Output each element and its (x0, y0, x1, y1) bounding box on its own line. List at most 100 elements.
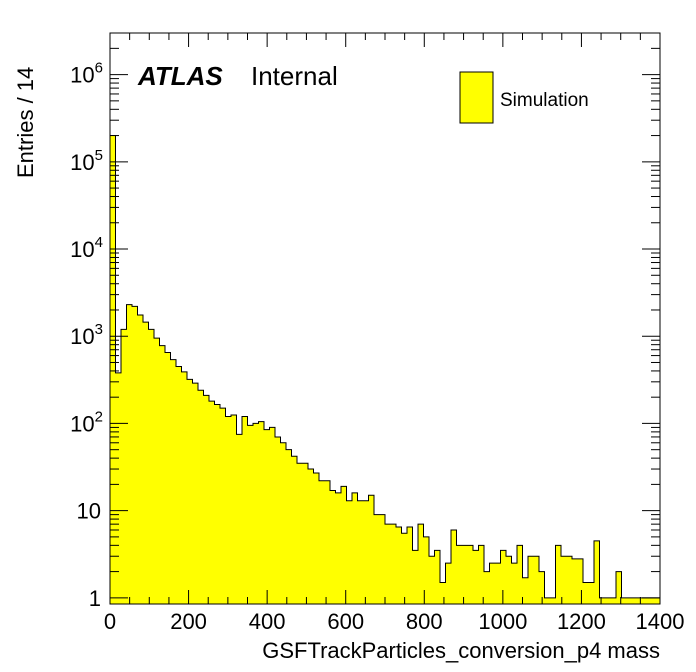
histogram-bar (385, 524, 391, 604)
histogram-bar (269, 427, 275, 604)
histogram-bar (302, 463, 308, 604)
x-tick-label: 0 (104, 609, 116, 634)
histogram-bar (148, 329, 154, 604)
histogram-bar (308, 469, 314, 604)
histogram-bar (247, 425, 253, 604)
x-tick-label: 1000 (478, 609, 527, 634)
histogram-bar (313, 473, 319, 604)
histogram-bar (445, 563, 451, 604)
histogram-bar (429, 556, 435, 604)
histogram-bar (319, 480, 325, 604)
histogram-bar (555, 545, 561, 604)
histogram-bars (110, 135, 660, 604)
x-tick-label: 1400 (636, 609, 685, 634)
histogram-bar (605, 597, 611, 604)
histogram-bar (506, 556, 512, 604)
histogram-outline (109, 135, 660, 604)
y-tick-label: 105 (70, 147, 103, 175)
histogram-bar (434, 550, 440, 604)
histogram-bar (258, 421, 264, 604)
histogram-bar (566, 556, 572, 604)
x-axis: 0 200 400 600 800 1000 1200 1400 (104, 33, 685, 634)
histogram-bar (154, 338, 160, 604)
histogram-bar (280, 442, 286, 604)
histogram-bar (143, 322, 149, 604)
histogram-bar (297, 463, 303, 604)
histogram-bar (528, 556, 534, 604)
histogram-bar (264, 429, 270, 604)
x-tick-label: 1200 (557, 609, 606, 634)
x-tick-label: 800 (406, 609, 443, 634)
histogram-bar (176, 366, 182, 604)
histogram-bar (401, 533, 407, 604)
legend-swatch (459, 71, 494, 124)
histogram-bar (440, 582, 446, 604)
histogram-bar (451, 529, 457, 604)
histogram-bar (599, 597, 605, 604)
histogram-bar (423, 536, 429, 604)
histogram-bar (203, 395, 209, 604)
histogram-bar (110, 135, 116, 604)
histogram-bar (550, 597, 556, 604)
legend: Simulation (459, 71, 589, 124)
histogram-bar (522, 577, 528, 604)
histogram-bar (616, 571, 622, 604)
histogram-bar (517, 545, 523, 604)
histogram-bar (627, 597, 633, 604)
histogram-bar (610, 597, 616, 604)
internal-label: Internal (251, 61, 338, 91)
histogram-bar (643, 597, 649, 604)
histogram-bar (357, 500, 363, 604)
histogram-bar (572, 558, 578, 604)
y-tick-label: 104 (70, 234, 103, 262)
histogram-bar (115, 372, 121, 604)
histogram-bar (561, 556, 567, 604)
histogram-bar (374, 514, 380, 604)
histogram-bar (209, 401, 215, 604)
histogram-bar (137, 315, 143, 604)
y-tick-label: 102 (70, 408, 103, 436)
histogram-bar (126, 304, 132, 604)
histogram-bar (187, 379, 193, 604)
histogram-bar (121, 329, 127, 604)
y-tick-label: 106 (70, 60, 103, 88)
histogram-bar (473, 550, 479, 604)
histogram-bar (632, 597, 638, 604)
histogram-bar (346, 500, 352, 604)
histogram-bar (478, 545, 484, 604)
histogram-bar (170, 359, 176, 604)
histogram-bar (330, 490, 336, 604)
x-axis-title: GSFTrackParticles_conversion_p4 mass (262, 638, 660, 663)
histogram-bar (583, 582, 589, 604)
histogram-bar (621, 597, 627, 604)
histogram-bar (242, 416, 248, 604)
histogram-bar (291, 456, 297, 604)
histogram-bar (412, 550, 418, 604)
legend-label: Simulation (500, 90, 589, 111)
histogram-bar (511, 563, 517, 604)
histogram-bar (495, 563, 501, 604)
histogram-bar (368, 495, 374, 604)
histogram-bar (225, 416, 231, 604)
histogram-bar (352, 492, 358, 604)
histogram-bar (132, 306, 138, 604)
histogram-bar (159, 345, 165, 604)
histogram-bar (533, 556, 539, 604)
histogram-bar (544, 597, 550, 604)
x-tick-label: 400 (249, 609, 286, 634)
histogram-bar (500, 550, 506, 604)
y-axis: 1 10 102 103 104 105 106 (70, 32, 660, 611)
y-tick-label: 103 (70, 321, 103, 349)
histogram-bar (396, 526, 402, 604)
histogram-bar (539, 571, 545, 604)
histogram-bar (341, 486, 347, 604)
histogram-bar (390, 524, 396, 604)
histogram-bar (654, 597, 660, 604)
histogram-bar (467, 545, 473, 604)
histogram-bar (594, 540, 600, 604)
histogram-bar (198, 390, 204, 604)
histogram-bar (456, 545, 462, 604)
histogram-bar (379, 514, 385, 604)
histogram-bar (275, 436, 281, 604)
